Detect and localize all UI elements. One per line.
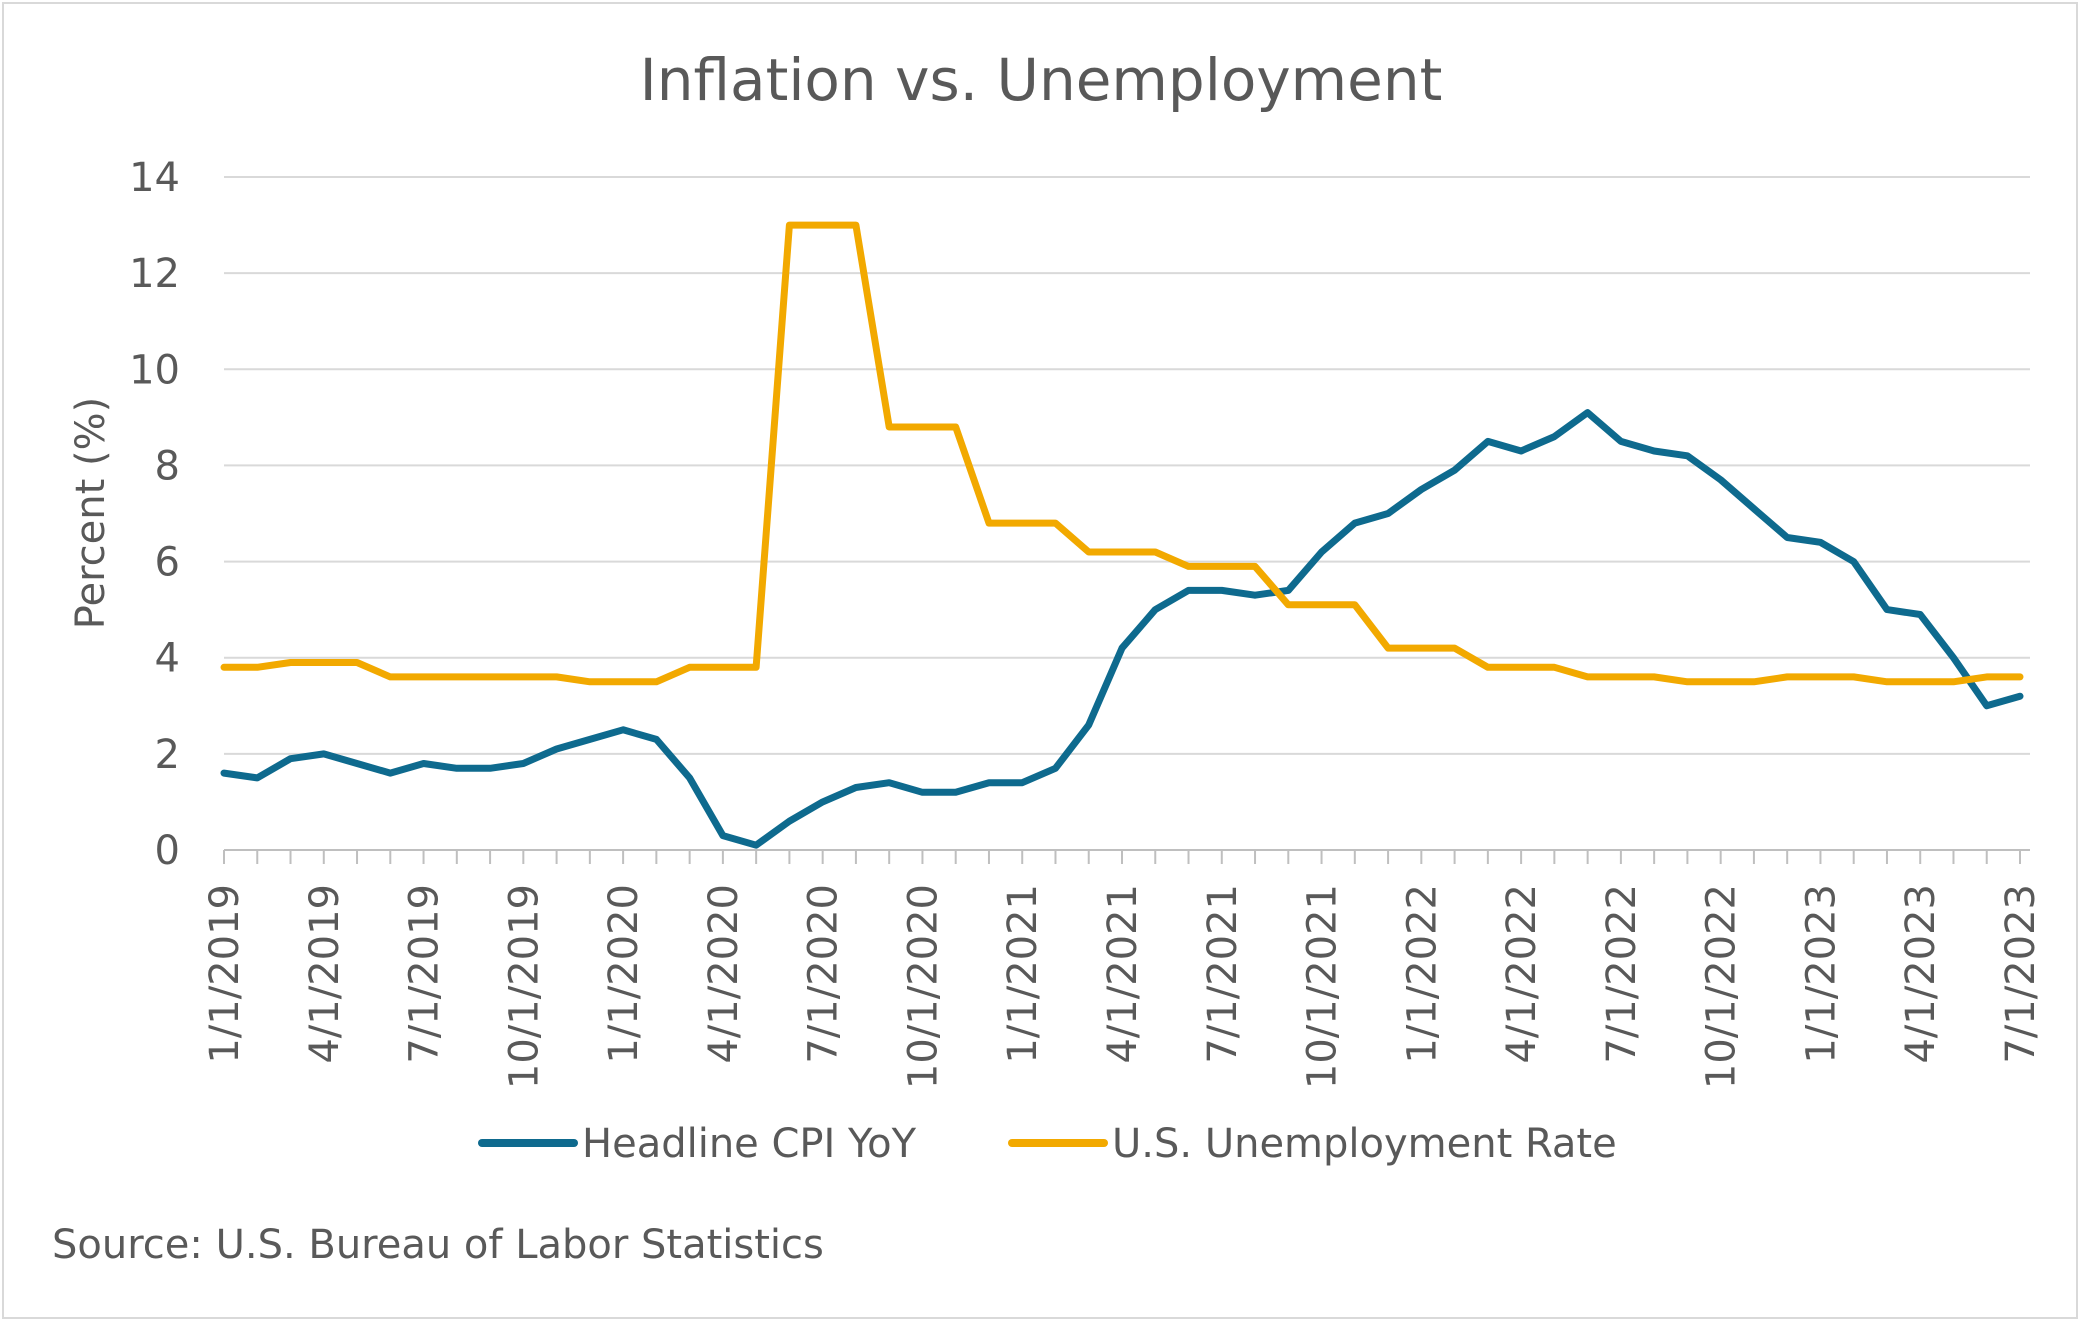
x-tick-label: 4/1/2020 (701, 884, 747, 1064)
legend: Headline CPI YoY U.S. Unemployment Rate (478, 1121, 1617, 1167)
y-tick-label: 0 (155, 828, 180, 874)
x-tick-label: 4/1/2021 (1100, 884, 1146, 1064)
y-tick-label: 2 (155, 732, 180, 778)
y-tick-label: 6 (155, 540, 180, 586)
chart-title: Inflation vs. Unemployment (640, 46, 1443, 114)
source-note: Source: U.S. Bureau of Labor Statistics (52, 1222, 824, 1268)
x-tick-label: 4/1/2022 (1499, 884, 1545, 1064)
x-tick-label: 7/1/2020 (801, 884, 847, 1064)
x-axis: 1/1/2019 4/1/2019 7/1/2019 10/1/2019 1/1/202… (202, 849, 2044, 1089)
gridlines (224, 176, 2030, 755)
series-line-cpi (220, 409, 2024, 849)
y-tick-label: 10 (129, 347, 180, 393)
y-tick-label: 8 (155, 443, 180, 489)
x-tick-label: 7/1/2021 (1200, 884, 1246, 1064)
series-lines (220, 221, 2024, 849)
x-tick-label: 1/1/2021 (1000, 884, 1046, 1064)
y-tick-label: 4 (155, 636, 180, 682)
legend-label-cpi: Headline CPI YoY (582, 1121, 917, 1167)
y-axis-ticks: 0 2 4 6 8 10 12 14 (129, 155, 180, 874)
x-tick-label: 1/1/2019 (202, 884, 248, 1064)
x-tick-label: 1/1/2020 (601, 884, 647, 1064)
x-tick-label: 10/1/2020 (900, 884, 946, 1089)
x-tick-label: 7/1/2019 (402, 884, 448, 1064)
series-line-unemployment (220, 221, 2024, 686)
x-tick-label: 1/1/2023 (1798, 884, 1844, 1064)
x-tick-label: 4/1/2019 (302, 884, 348, 1064)
x-tick-label: 4/1/2023 (1898, 884, 1944, 1064)
x-tick-label: 10/1/2019 (501, 884, 547, 1089)
y-axis-title: Percent (%) (68, 397, 114, 629)
x-tick-label: 10/1/2021 (1300, 884, 1346, 1089)
y-tick-label: 14 (129, 155, 180, 201)
x-tick-label: 1/1/2022 (1399, 884, 1445, 1064)
y-tick-label: 12 (129, 251, 180, 297)
x-tick-label: 7/1/2023 (1998, 884, 2044, 1064)
legend-label-unemployment: U.S. Unemployment Rate (1112, 1121, 1617, 1167)
x-tick-label: 7/1/2022 (1599, 884, 1645, 1064)
x-tick-label: 10/1/2022 (1699, 884, 1745, 1089)
